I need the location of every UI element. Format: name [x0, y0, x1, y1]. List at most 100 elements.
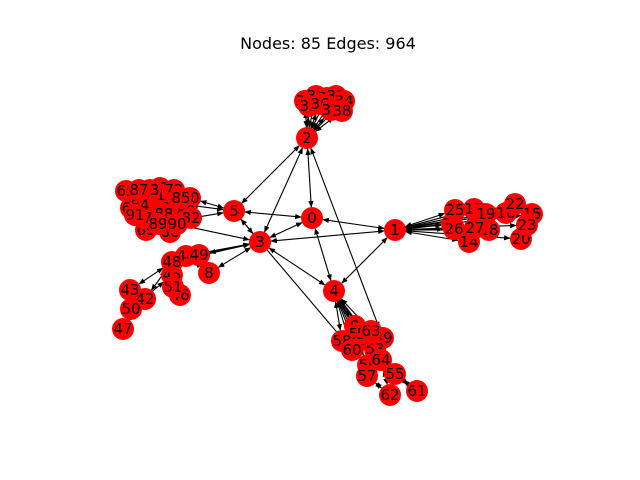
node-circle-48 [161, 251, 183, 273]
node-circle-0 [301, 207, 323, 229]
node-label-27: 27 [465, 219, 484, 237]
node-label-8: 8 [204, 264, 214, 282]
node-circle-49 [188, 244, 210, 266]
node-64: 64 [370, 349, 392, 371]
edge-57-62 [374, 382, 383, 389]
node-circle-85 [170, 187, 192, 209]
node-4: 4 [323, 280, 345, 302]
node-43: 43 [119, 279, 141, 301]
node-label-19: 19 [476, 205, 495, 223]
node-label-1: 1 [390, 221, 400, 239]
node-circle-89 [147, 213, 169, 235]
node-circle-50 [120, 298, 142, 320]
node-circle-27 [464, 217, 486, 239]
node-circle-23 [516, 214, 538, 236]
node-circle-90 [166, 213, 188, 235]
node-0: 0 [301, 207, 323, 229]
node-3: 3 [249, 231, 271, 253]
node-circle-64 [370, 349, 392, 371]
node-circle-62 [379, 384, 401, 406]
node-38: 38 [331, 100, 353, 122]
node-5: 5 [223, 200, 245, 222]
node-87: 87 [128, 179, 150, 201]
node-51: 51 [162, 276, 184, 298]
node-label-64: 64 [371, 351, 390, 369]
edge-1-4 [341, 237, 388, 284]
node-label-50: 50 [121, 300, 140, 318]
node-27: 27 [464, 217, 486, 239]
node-circle-38 [331, 100, 353, 122]
edge-48-43 [138, 267, 164, 285]
node-61: 61 [406, 380, 428, 402]
node-label-49: 49 [189, 246, 208, 264]
edge-1-3 [270, 228, 385, 244]
node-circle-60 [341, 339, 363, 361]
node-60: 60 [341, 339, 363, 361]
graph-title: Nodes: 85 Edges: 964 [240, 34, 416, 53]
node-49: 49 [188, 244, 210, 266]
node-label-51: 51 [163, 278, 182, 296]
node-circle-47 [112, 318, 134, 340]
node-circle-26 [443, 218, 465, 240]
edge-0-1 [322, 217, 385, 231]
node-label-2: 2 [302, 129, 312, 147]
node-circle-51 [162, 276, 184, 298]
node-circle-63 [360, 320, 382, 342]
node-label-3: 3 [255, 233, 265, 251]
node-23: 23 [516, 214, 538, 236]
node-label-4: 4 [329, 282, 339, 300]
node-label-43: 43 [120, 281, 139, 299]
node-circle-57 [356, 365, 378, 387]
node-62: 62 [379, 384, 401, 406]
node-25: 25 [444, 199, 466, 221]
node-label-38: 38 [332, 102, 351, 120]
node-circle-3 [249, 231, 271, 253]
node-label-87: 87 [129, 181, 148, 199]
node-circle-22 [504, 193, 526, 215]
node-label-91: 91 [125, 206, 144, 224]
node-label-25: 25 [445, 201, 464, 219]
node-circle-25 [444, 199, 466, 221]
node-circle-5 [223, 200, 245, 222]
node-label-47: 47 [113, 320, 132, 338]
node-22: 22 [504, 193, 526, 215]
node-circle-2 [296, 127, 318, 149]
edge-0-2 [305, 148, 314, 208]
node-circle-4 [323, 280, 345, 302]
node-26: 26 [443, 218, 465, 240]
node-circle-91 [124, 204, 146, 226]
node-circle-87 [128, 179, 150, 201]
node-label-26: 26 [444, 220, 463, 238]
node-48: 48 [161, 251, 183, 273]
node-55: 55 [384, 363, 406, 385]
node-label-61: 61 [407, 382, 426, 400]
node-90: 90 [166, 213, 188, 235]
node-label-23: 23 [517, 216, 536, 234]
node-2: 2 [296, 127, 318, 149]
edge-2-3 [264, 147, 303, 233]
node-circle-43 [119, 279, 141, 301]
node-label-48: 48 [162, 253, 181, 271]
node-91: 91 [124, 204, 146, 226]
node-circle-8 [198, 262, 220, 284]
node-label-85: 85 [171, 189, 190, 207]
node-63: 63 [360, 320, 382, 342]
node-label-57: 57 [357, 367, 376, 385]
edge-55-61 [401, 378, 411, 387]
node-label-89: 89 [148, 215, 167, 233]
node-89: 89 [147, 213, 169, 235]
node-label-0: 0 [307, 209, 317, 227]
node-1: 1 [384, 219, 406, 241]
edge-2-35 [305, 116, 311, 128]
edge-0-3 [269, 222, 303, 238]
node-85: 85 [170, 187, 192, 209]
node-47: 47 [112, 318, 134, 340]
node-label-63: 63 [361, 322, 380, 340]
node-label-55: 55 [385, 365, 404, 383]
node-50: 50 [120, 298, 142, 320]
node-label-22: 22 [505, 195, 524, 213]
node-8: 8 [198, 262, 220, 284]
node-label-62: 62 [380, 386, 399, 404]
edge-3-4 [268, 247, 326, 286]
